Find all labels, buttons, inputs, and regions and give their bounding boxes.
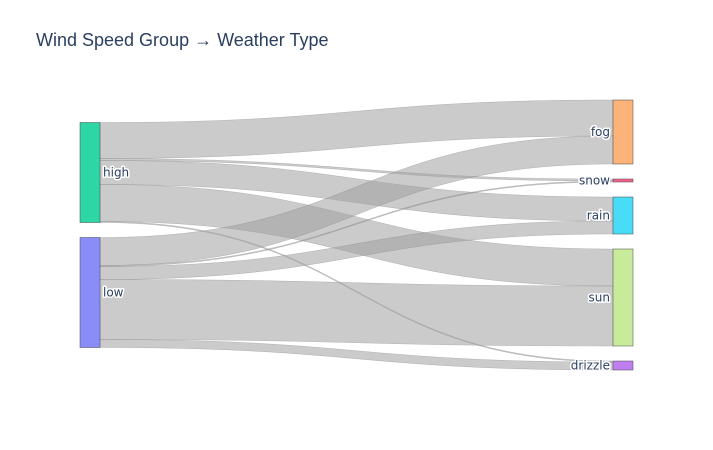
node-label-snow: snow <box>579 174 610 188</box>
nodes-layer <box>79 99 634 371</box>
node-label-rain: rain <box>587 209 610 223</box>
link-low-sun[interactable] <box>99 279 614 347</box>
node-rain[interactable] <box>612 196 634 235</box>
node-fog[interactable] <box>612 99 634 165</box>
node-label-drizzle: drizzle <box>571 359 610 373</box>
node-label-low: low <box>103 286 124 300</box>
node-snow[interactable] <box>612 178 634 183</box>
node-low[interactable] <box>79 237 101 348</box>
labels-layer: high low fog snow rain sun drizzle <box>102 124 612 375</box>
node-high[interactable] <box>79 122 101 223</box>
links-layer <box>99 99 614 371</box>
node-label-sun: sun <box>589 291 610 305</box>
node-sun[interactable] <box>612 248 634 347</box>
node-label-high: high <box>103 166 129 180</box>
node-label-fog: fog <box>591 125 610 139</box>
node-drizzle[interactable] <box>612 360 634 371</box>
chart-title: Wind Speed Group → Weather Type <box>36 30 329 50</box>
